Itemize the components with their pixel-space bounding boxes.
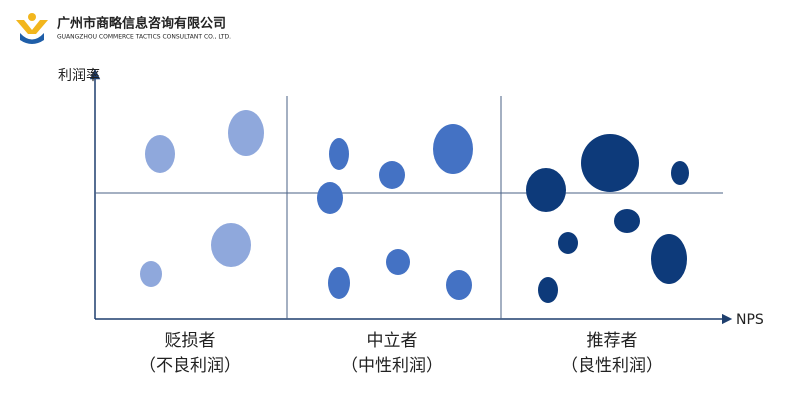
logo — [16, 13, 48, 44]
y-axis-label: 利润率 — [58, 67, 100, 84]
bubbles-detractors — [140, 110, 264, 287]
group-name: 贬损者 — [165, 331, 216, 351]
group-subtitle: （不良利润） — [139, 356, 241, 376]
company-name-en: GUANGZHOU COMMERCE TACTICS CONSULTANT CO… — [57, 34, 231, 41]
bubbles-passives — [317, 124, 473, 300]
company-name: 广州市商略信息咨询有限公司 — [57, 16, 226, 32]
bubbles-promoters — [526, 134, 689, 303]
group-subtitle: （良性利润） — [561, 356, 663, 376]
x-axis-label: NPS — [736, 312, 764, 328]
group-name: 中立者 — [367, 331, 418, 351]
group-subtitle: （中性利润） — [341, 356, 443, 376]
group-name: 推荐者 — [587, 331, 638, 351]
